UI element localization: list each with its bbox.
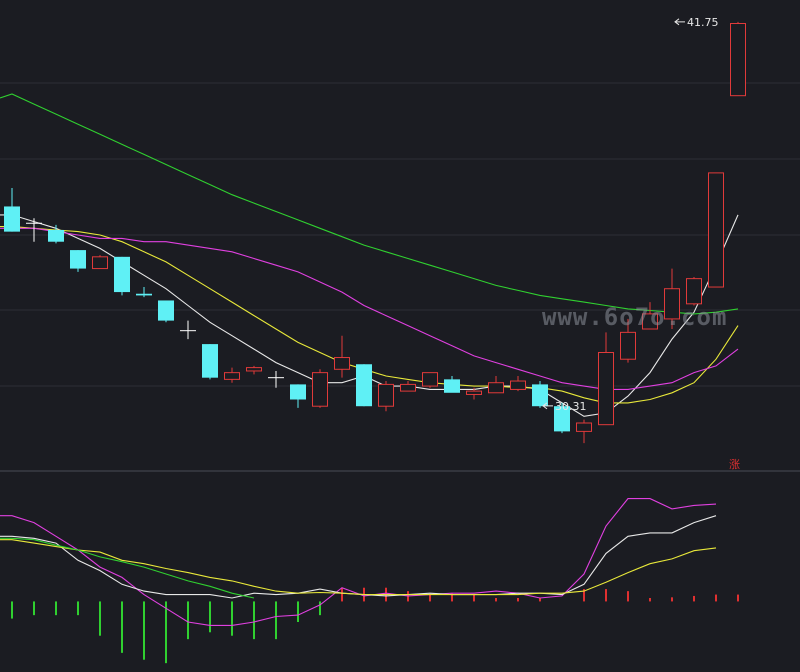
candle-body	[48, 229, 64, 242]
candle	[70, 250, 86, 272]
price-annotations: 41.75 30.31	[542, 16, 719, 413]
candle	[664, 268, 680, 329]
candle	[466, 387, 482, 400]
candle	[290, 384, 306, 408]
candle-body	[554, 406, 570, 432]
candle-body	[70, 250, 86, 269]
candle	[356, 364, 372, 407]
candle-body	[378, 383, 394, 407]
candle	[378, 381, 394, 412]
candle	[224, 367, 240, 383]
candle-body	[664, 288, 680, 320]
macd-line	[0, 537, 255, 599]
candle-body	[224, 372, 240, 380]
candle	[642, 302, 658, 330]
candle-body	[202, 344, 218, 378]
candle	[444, 376, 460, 393]
candle	[422, 372, 438, 388]
candle	[598, 332, 614, 426]
ma-line-ma60	[0, 93, 739, 315]
limit-up-badge: 涨	[729, 458, 740, 471]
candle	[26, 218, 42, 242]
candlesticks[interactable]	[4, 21, 746, 444]
candle-body	[136, 293, 152, 296]
candle-body	[158, 300, 174, 321]
candle-body	[400, 383, 416, 392]
candle	[114, 256, 130, 296]
candle-body	[312, 372, 328, 407]
candle	[554, 402, 570, 434]
candle	[312, 369, 328, 408]
candle	[576, 419, 592, 444]
candle	[620, 318, 636, 363]
candle	[268, 370, 284, 388]
annotation-arrow	[674, 18, 685, 26]
candle	[510, 376, 526, 392]
candle-body	[510, 380, 526, 390]
candle-body	[334, 357, 350, 370]
candle-body	[686, 278, 702, 305]
candle	[4, 188, 20, 232]
candle	[730, 21, 746, 97]
candle-body	[356, 364, 372, 407]
candle-body	[92, 256, 108, 270]
annotation-arrow	[542, 402, 553, 410]
macd-line	[0, 498, 717, 626]
annotation-label: 41.75	[687, 16, 719, 29]
candle-body	[4, 206, 20, 232]
candle-body	[466, 390, 482, 395]
candle-body	[246, 367, 262, 372]
candle	[400, 381, 416, 392]
macd-panel	[0, 498, 739, 664]
candle	[686, 276, 702, 306]
annotation-label: 30.31	[555, 400, 587, 413]
candle	[48, 224, 64, 244]
candle-body	[290, 384, 306, 400]
candle	[158, 300, 174, 323]
candle	[180, 320, 196, 340]
candle-body	[576, 422, 592, 432]
candle-body	[422, 372, 438, 387]
macd-line	[0, 539, 717, 596]
candle-body	[730, 23, 746, 97]
candle-body	[642, 313, 658, 330]
candle	[92, 255, 108, 270]
candle	[708, 172, 724, 288]
watermark-text: www.6o7o.com	[542, 303, 727, 331]
candle-body	[114, 256, 130, 293]
candle	[532, 381, 548, 408]
candle	[202, 344, 218, 380]
candle-body	[708, 172, 724, 288]
candle-body	[598, 352, 614, 426]
candle	[246, 365, 262, 375]
candle-body	[444, 379, 460, 393]
candle-body	[620, 331, 636, 360]
candle-body	[532, 384, 548, 407]
candle	[136, 287, 152, 298]
candle	[488, 376, 504, 394]
candle	[334, 335, 350, 378]
candle-body	[488, 382, 504, 394]
